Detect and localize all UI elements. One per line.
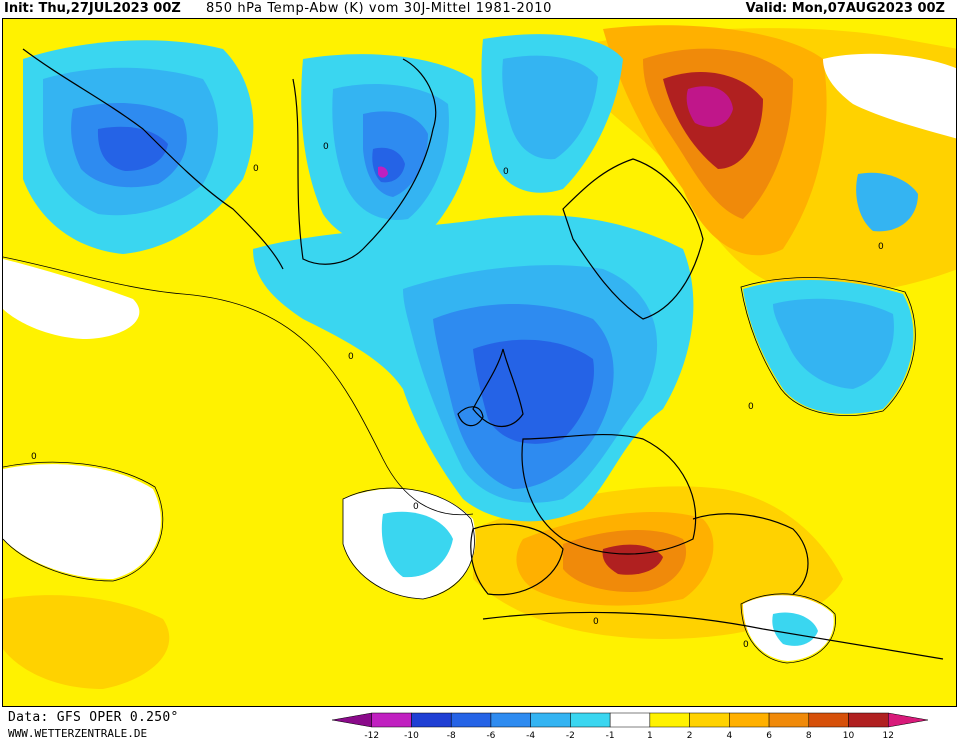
zero-contour-eastern-europe bbox=[740, 277, 916, 416]
contour-label: 0 bbox=[413, 502, 419, 512]
peak-area-russia bbox=[686, 86, 733, 127]
colorbar-swatch bbox=[689, 712, 730, 728]
colorbar-tick-label: -6 bbox=[486, 731, 495, 741]
italy-greece-coast bbox=[692, 513, 809, 595]
colorbar-ticks: -12 -10 -8 -6 -4 -2 -1 1 2 4 6 8 10 12 bbox=[364, 731, 894, 741]
zero-contour-atlantic bbox=[3, 256, 474, 516]
colorbar-legend: -12 -10 -8 -6 -4 -2 -1 1 2 4 6 8 10 12 bbox=[331, 712, 929, 741]
contour-label: 0 bbox=[743, 640, 749, 650]
colorbar-swatch bbox=[729, 712, 770, 728]
strong-cold-area-canada bbox=[97, 126, 168, 171]
colorbar-swatch bbox=[490, 712, 531, 728]
data-source-label: Data: GFS OPER 0.250° bbox=[8, 710, 179, 725]
canada-coast bbox=[22, 48, 284, 270]
colorbar-swatch bbox=[331, 712, 372, 728]
map-title: 850 hPa Temp-Abw (K) vom 30J-Mittel 1981… bbox=[206, 1, 552, 16]
contour-label: 0 bbox=[503, 167, 509, 177]
colorbar-tick-label: -1 bbox=[606, 731, 615, 741]
contour-label: 0 bbox=[593, 617, 599, 627]
colorbar-swatch bbox=[888, 712, 929, 728]
colorbar-swatch bbox=[371, 712, 412, 728]
scandinavia-coast bbox=[562, 158, 704, 320]
colorbar-tick-label: -10 bbox=[404, 731, 419, 741]
colorbar-tick-label: 8 bbox=[806, 731, 812, 741]
neutral-area-west bbox=[3, 259, 140, 339]
init-time-label: Init: Thu,27JUL2023 00Z bbox=[4, 1, 181, 16]
warm-area-southwest bbox=[3, 595, 170, 689]
colorbar-tick-label: 2 bbox=[687, 731, 693, 741]
zero-contour-north-africa bbox=[740, 593, 836, 664]
colorbar-tick-label: 4 bbox=[726, 731, 732, 741]
neutral-area-atlantic-southwest bbox=[3, 464, 161, 579]
colorbar-tick-label: 6 bbox=[766, 731, 772, 741]
contour-labels: 0 0 0 0 0 0 0 0 0 0 bbox=[31, 142, 884, 650]
colorbar-swatch bbox=[649, 712, 690, 728]
strong-cold-area-uk bbox=[473, 339, 594, 444]
central-europe-border bbox=[521, 433, 697, 555]
coastlines bbox=[22, 48, 944, 660]
footer-bar: Data: GFS OPER 0.250° WWW.WETTERZENTRALE… bbox=[0, 707, 961, 743]
valid-time-label: Valid: Mon,07AUG2023 00Z bbox=[745, 1, 945, 16]
colorbar-swatch bbox=[411, 712, 452, 728]
colorbar-swatch bbox=[530, 712, 571, 728]
colorbar-swatches bbox=[331, 712, 929, 728]
colorbar-swatch bbox=[570, 712, 611, 728]
colorbar-swatch bbox=[768, 712, 810, 728]
uk-coast bbox=[472, 348, 524, 427]
contour-label: 0 bbox=[31, 452, 37, 462]
colorbar-tick-label: 10 bbox=[843, 731, 855, 741]
colorbar-tick-label: -12 bbox=[364, 731, 379, 741]
cold-area-eastern-europe bbox=[773, 298, 894, 389]
cool-spot-north-africa bbox=[772, 612, 818, 646]
contour-label: 0 bbox=[878, 242, 884, 252]
contour-label: 0 bbox=[253, 164, 259, 174]
cool-spot-atlantic-south bbox=[381, 511, 453, 578]
contour-label: 0 bbox=[348, 352, 354, 362]
anomaly-map: 0 0 0 0 0 0 0 0 0 0 bbox=[2, 18, 957, 707]
contour-label: 0 bbox=[323, 142, 329, 152]
cold-area-arctic bbox=[502, 55, 598, 160]
website-label: WWW.WETTERZENTRALE.DE bbox=[8, 727, 148, 740]
neutral-area-northeast bbox=[823, 53, 956, 139]
colorbar-tick-label: 12 bbox=[883, 731, 894, 741]
zero-contour-southwest bbox=[3, 461, 164, 582]
anomaly-field: 0 0 0 0 0 0 0 0 0 0 bbox=[3, 19, 956, 706]
colorbar-tick-label: 1 bbox=[647, 731, 653, 741]
colorbar-swatch bbox=[808, 712, 849, 728]
colorbar-tick-label: -4 bbox=[526, 731, 535, 741]
greenland-coast bbox=[292, 58, 437, 265]
contour-label: 0 bbox=[748, 402, 754, 412]
peak-cold-area-greenland bbox=[378, 166, 388, 178]
zero-contour-atlantic-south bbox=[342, 487, 475, 600]
colorbar-swatch bbox=[848, 712, 889, 728]
iberia-coast bbox=[470, 523, 564, 596]
colorbar-swatch bbox=[609, 712, 651, 728]
zero-contours bbox=[3, 256, 916, 664]
colorbar-swatch bbox=[450, 712, 492, 728]
colorbar-tick-label: -8 bbox=[447, 731, 456, 741]
cold-spot-east bbox=[856, 172, 918, 232]
colorbar-tick-label: -2 bbox=[566, 731, 575, 741]
extreme-area-mediterranean bbox=[602, 544, 663, 575]
north-africa-coast bbox=[482, 611, 944, 660]
ireland-coast bbox=[457, 406, 484, 427]
header-bar: Init: Thu,27JUL2023 00Z 850 hPa Temp-Abw… bbox=[0, 0, 961, 17]
